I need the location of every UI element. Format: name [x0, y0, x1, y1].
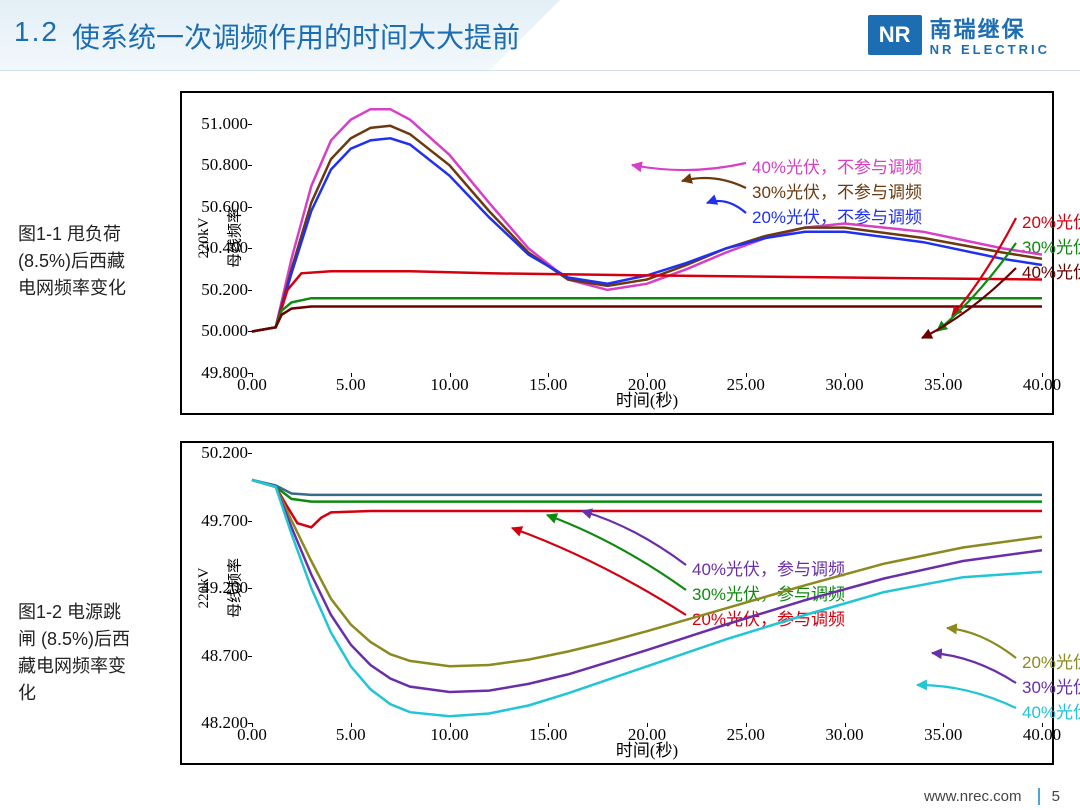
chart-1: 49.80050.00050.20050.40050.60050.80051.0…	[180, 91, 1054, 415]
series-20pv-yes	[252, 480, 1042, 527]
logo-cn: 南瑞继保	[930, 12, 1050, 44]
series-30pv-yes	[252, 298, 1042, 331]
logo-en: NR ELECTRIC	[930, 42, 1050, 57]
chart-2: 48.20048.70049.20049.70050.2000.005.0010…	[180, 441, 1054, 765]
logo-mark: NR	[868, 15, 922, 55]
chart1-caption: 图1-1 甩负荷(8.5%)后西藏电网频率变化	[18, 221, 138, 302]
slide-header: 1.2 使系统一次调频作用的时间大大提前 NR 南瑞继保 NR ELECTRIC	[0, 0, 1080, 71]
series-20pv-no	[252, 480, 1042, 666]
slide-body: 图1-1 甩负荷(8.5%)后西藏电网频率变化 图1-2 电源跳闸 (8.5%)…	[0, 71, 1080, 810]
slide-title: 使系统一次调频作用的时间大大提前	[72, 16, 520, 56]
series-30pv-yes	[252, 480, 1042, 502]
chart2-caption: 图1-2 电源跳闸 (8.5%)后西藏电网频率变化	[18, 599, 138, 707]
footer: www.nrec.com 5	[924, 788, 1060, 805]
series-40pv-yes	[252, 307, 1042, 332]
series-30pv-no	[252, 126, 1042, 332]
series-40pv-yes	[252, 480, 1042, 495]
page-number: 5	[1038, 788, 1060, 805]
company-logo: NR 南瑞继保 NR ELECTRIC	[868, 12, 1050, 57]
footer-url: www.nrec.com	[924, 788, 1022, 805]
series-40pv-no	[252, 480, 1042, 716]
section-number: 1.2	[14, 16, 59, 48]
